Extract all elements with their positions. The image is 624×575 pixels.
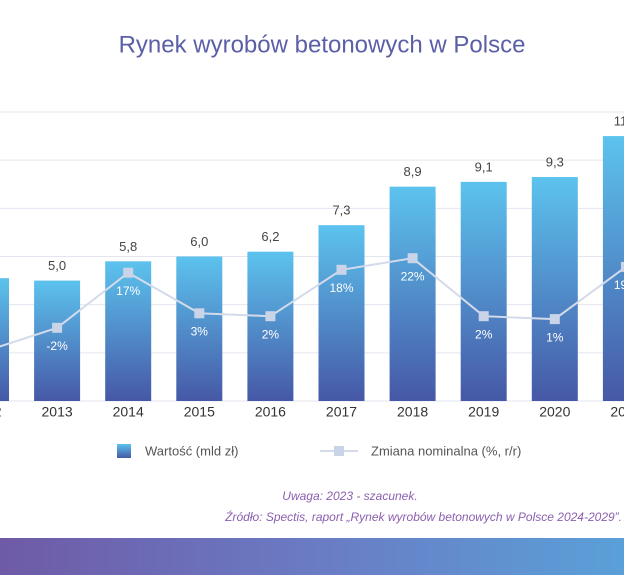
x-tick-label: 2012 (0, 404, 2, 420)
line-value-label: 3% (191, 324, 209, 338)
legend-swatch-bar (117, 444, 131, 458)
line-value-label: 1% (546, 330, 564, 344)
legend-label: Zmiana nominalna (%, r/r) (371, 443, 521, 458)
footer-band (0, 538, 624, 575)
bar (176, 256, 223, 401)
x-tick-label: 2021 (610, 404, 624, 420)
line-value-label: 2% (475, 327, 493, 341)
x-tick-label: 2014 (113, 404, 144, 420)
line-value-label: 19% (614, 278, 624, 292)
line (0, 257, 624, 348)
x-tick-label: 2015 (184, 404, 215, 420)
line-marker (407, 253, 418, 264)
legend-label: Wartość (mld zł) (145, 443, 238, 458)
chart-title: Rynek wyrobów betonowych w Polsce (119, 31, 526, 58)
bar-value-label: 9,3 (546, 154, 564, 169)
line-value-label: 17% (116, 284, 140, 298)
bar (318, 225, 365, 401)
bar-value-label: 5,0 (48, 258, 66, 273)
bar (460, 181, 507, 401)
line-marker (194, 308, 205, 319)
line-value-label: 18% (329, 281, 353, 295)
bar-value-label: 9,1 (475, 159, 493, 174)
bar-value-label: 8,9 (404, 164, 422, 179)
bar (602, 136, 624, 402)
line-value-label: -2% (46, 339, 68, 353)
bar-value-label: 6,2 (261, 229, 279, 244)
line-marker (620, 261, 624, 272)
bar-value-label: 7,3 (332, 203, 350, 218)
bar (34, 280, 81, 401)
bar (531, 177, 578, 401)
x-tick-label: 2013 (42, 404, 73, 420)
line-marker (336, 264, 347, 275)
bar (389, 186, 436, 401)
legend-marker (334, 446, 344, 456)
line-value-label: 22% (401, 269, 425, 283)
x-tick-label: 2016 (255, 404, 286, 420)
line-marker (549, 314, 560, 325)
bar-value-label: 5,8 (119, 239, 137, 254)
note: Źródło: Spectis, raport „Rynek wyrobów b… (224, 509, 622, 524)
note: Uwaga: 2023 - szacunek. (282, 489, 417, 503)
bar (0, 278, 9, 401)
bar (247, 251, 294, 401)
line-marker (265, 311, 276, 322)
x-tick-label: 2017 (326, 404, 357, 420)
x-tick-label: 2018 (397, 404, 428, 420)
bar-value-label: 6,0 (190, 234, 208, 249)
line-value-label: 2% (262, 327, 280, 341)
x-tick-label: 2019 (468, 404, 499, 420)
line-marker (52, 322, 63, 333)
line-marker (478, 311, 489, 322)
line-marker (123, 267, 134, 278)
bar-value-label: 11,0 (614, 114, 624, 129)
x-tick-label: 2020 (539, 404, 570, 420)
